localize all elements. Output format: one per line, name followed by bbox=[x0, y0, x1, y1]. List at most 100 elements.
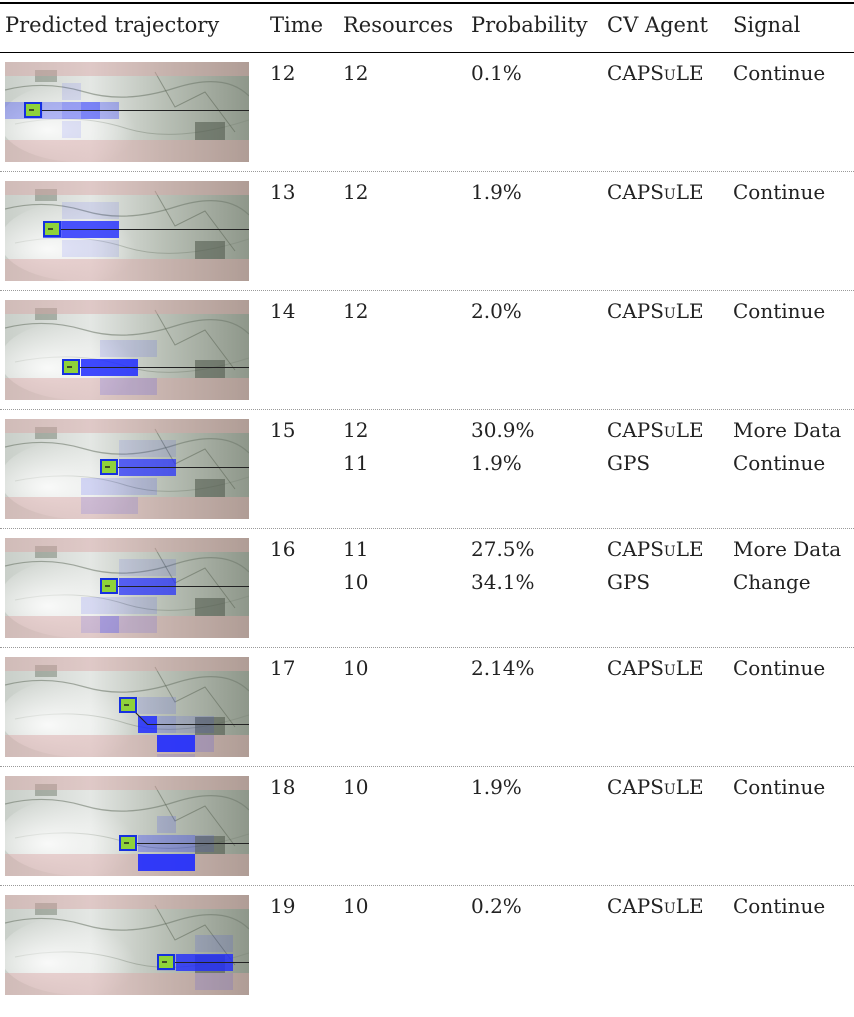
signal-cell: Continue bbox=[733, 61, 826, 85]
prediction-cell bbox=[176, 735, 195, 752]
agent-cell: CAPSuLE bbox=[607, 61, 704, 85]
prediction-cell bbox=[138, 597, 157, 614]
prediction-cell bbox=[119, 340, 138, 357]
prediction-cell bbox=[100, 340, 119, 357]
trajectory-thumbnail bbox=[5, 538, 249, 638]
probability-cell: 1.9% bbox=[471, 775, 522, 799]
prediction-cell bbox=[81, 478, 100, 495]
row-separator bbox=[0, 171, 854, 172]
row-separator bbox=[0, 409, 854, 410]
signal-cell: More Data bbox=[733, 418, 842, 442]
probability-cell: 27.5% bbox=[471, 537, 535, 561]
signal-cell: Continue bbox=[733, 775, 826, 799]
resources-cell: 12 bbox=[343, 299, 369, 323]
table-row: 13 12 1.9% CAPSuLE Continue bbox=[0, 172, 854, 291]
header-probability: Probability bbox=[471, 13, 588, 37]
resources-cell: 11 bbox=[343, 451, 369, 475]
resources-cell: 12 bbox=[343, 180, 369, 204]
agent-cell: CAPSuLE bbox=[607, 180, 704, 204]
row-separator bbox=[0, 766, 854, 767]
header-rule bbox=[0, 52, 854, 53]
trajectory-line bbox=[128, 705, 249, 726]
prediction-cell bbox=[195, 735, 214, 752]
time-cell: 15 bbox=[270, 418, 296, 442]
header-signal: Signal bbox=[733, 13, 801, 37]
resources-cell: 10 bbox=[343, 656, 369, 680]
prediction-cell bbox=[100, 378, 119, 395]
prediction-cell bbox=[157, 697, 176, 714]
time-cell: 18 bbox=[270, 775, 296, 799]
agent-cell: GPS bbox=[607, 570, 651, 594]
prediction-cell bbox=[157, 754, 176, 757]
resources-cell: 10 bbox=[343, 894, 369, 918]
signal-cell: Continue bbox=[733, 180, 826, 204]
prediction-cell bbox=[119, 478, 138, 495]
row-separator bbox=[0, 290, 854, 291]
prediction-cell bbox=[62, 202, 81, 219]
resources-cell: 12 bbox=[343, 61, 369, 85]
agent-cell: CAPSuLE bbox=[607, 418, 704, 442]
prediction-cell bbox=[100, 478, 119, 495]
prediction-cell bbox=[138, 340, 157, 357]
prediction-cell bbox=[176, 854, 195, 871]
trajectory-thumbnail bbox=[5, 657, 249, 757]
prediction-cell bbox=[138, 478, 157, 495]
table-row: 17 10 2.14% CAPSuLE Continue bbox=[0, 648, 854, 767]
prediction-cell bbox=[81, 616, 100, 633]
prediction-cell bbox=[195, 973, 214, 990]
header-trajectory: Predicted trajectory bbox=[5, 13, 220, 37]
signal-cell: Change bbox=[733, 570, 811, 594]
prediction-cell bbox=[5, 102, 24, 119]
prediction-cell bbox=[100, 616, 119, 633]
prediction-cell bbox=[138, 440, 157, 457]
prediction-cell bbox=[157, 816, 176, 833]
resources-cell: 10 bbox=[343, 775, 369, 799]
probability-cell: 0.1% bbox=[471, 61, 522, 85]
header-resources: Resources bbox=[343, 13, 454, 37]
header-agent: CV Agent bbox=[607, 13, 708, 37]
probability-cell: 34.1% bbox=[471, 570, 535, 594]
row-separator bbox=[0, 528, 854, 529]
time-cell: 12 bbox=[270, 61, 296, 85]
prediction-cell bbox=[100, 240, 119, 257]
prediction-cell bbox=[119, 440, 138, 457]
agent-cell: CAPSuLE bbox=[607, 775, 704, 799]
trajectory-thumbnail bbox=[5, 895, 249, 995]
prediction-cell bbox=[119, 497, 138, 514]
prediction-cell bbox=[119, 559, 138, 576]
signal-cell: Continue bbox=[733, 894, 826, 918]
prediction-cell bbox=[157, 440, 176, 457]
trajectory-thumbnail bbox=[5, 181, 249, 281]
probability-cell: 2.14% bbox=[471, 656, 535, 680]
prediction-cell bbox=[62, 83, 81, 100]
trajectory-thumbnail bbox=[5, 62, 249, 162]
prediction-cell bbox=[100, 497, 119, 514]
probability-cell: 1.9% bbox=[471, 180, 522, 204]
agent-cell: CAPSuLE bbox=[607, 894, 704, 918]
prediction-cell bbox=[119, 616, 138, 633]
time-cell: 19 bbox=[270, 894, 296, 918]
prediction-cell bbox=[138, 378, 157, 395]
prediction-cell bbox=[119, 378, 138, 395]
signal-cell: More Data bbox=[733, 537, 842, 561]
signal-cell: Continue bbox=[733, 299, 826, 323]
prediction-cell bbox=[195, 935, 214, 952]
prediction-cell bbox=[157, 854, 176, 871]
table-row: 19 10 0.2% CAPSuLE Continue bbox=[0, 886, 854, 1005]
prediction-cell bbox=[119, 597, 138, 614]
header-time: Time bbox=[270, 13, 324, 37]
prediction-cell bbox=[157, 559, 176, 576]
trajectory-thumbnail bbox=[5, 419, 249, 519]
trajectory-thumbnail bbox=[5, 776, 249, 876]
prediction-cell bbox=[176, 754, 195, 757]
time-cell: 13 bbox=[270, 180, 296, 204]
prediction-cell bbox=[100, 597, 119, 614]
prediction-cell bbox=[157, 735, 176, 752]
prediction-cell bbox=[62, 240, 81, 257]
probability-cell: 2.0% bbox=[471, 299, 522, 323]
top-rule bbox=[0, 2, 854, 4]
resources-cell: 12 bbox=[343, 418, 369, 442]
table-row: 18 10 1.9% CAPSuLE Continue bbox=[0, 767, 854, 886]
prediction-cell bbox=[138, 697, 157, 714]
row-separator bbox=[0, 647, 854, 648]
